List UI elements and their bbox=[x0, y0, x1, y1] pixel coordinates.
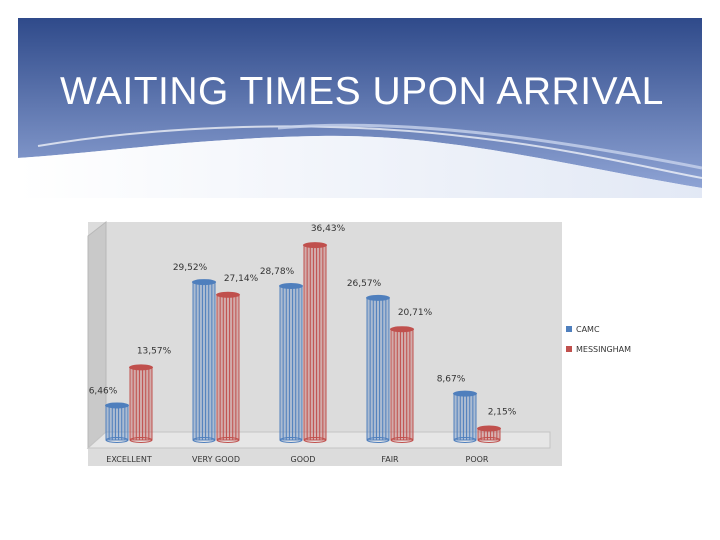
legend-label: MESSINGHAM bbox=[576, 345, 631, 354]
side-wall bbox=[87, 220, 107, 450]
slide-title: WAITING TIMES UPON ARRIVAL bbox=[60, 70, 664, 113]
bar-messingham-poor bbox=[477, 425, 501, 443]
banner-graphic bbox=[18, 18, 702, 198]
data-label: 27,14% bbox=[224, 274, 259, 284]
bar-camc-poor bbox=[453, 390, 477, 443]
bar-messingham-good bbox=[303, 242, 327, 443]
bar-chart: 6,46% 13,57% EXCELLENT 29,52% 27,14% VERY GOO… bbox=[86, 220, 631, 466]
legend-swatch bbox=[566, 326, 572, 332]
data-label: 8,67% bbox=[437, 375, 466, 385]
legend-label: CAMC bbox=[576, 325, 600, 334]
chart-area: 6,46% 13,57% EXCELLENT 29,52% 27,14% VERY GOO… bbox=[80, 218, 672, 468]
title-banner: WAITING TIMES UPON ARRIVAL bbox=[18, 18, 702, 198]
bar-camc-fair bbox=[366, 294, 390, 443]
x-tick-label: VERY GOOD bbox=[192, 455, 240, 464]
bar-messingham-fair bbox=[390, 326, 414, 443]
data-label: 20,71% bbox=[398, 308, 433, 318]
x-tick-label: GOOD bbox=[291, 455, 316, 464]
plot-background bbox=[88, 222, 562, 466]
x-tick-label: FAIR bbox=[381, 455, 399, 464]
bar-messingham-very-good bbox=[216, 291, 240, 443]
data-label: 28,78% bbox=[260, 267, 295, 277]
bar-camc-excellent bbox=[105, 402, 129, 443]
data-label: 6,46% bbox=[89, 386, 118, 396]
bar-camc-very-good bbox=[192, 279, 216, 443]
data-label: 13,57% bbox=[137, 346, 172, 356]
data-label: 36,43% bbox=[311, 224, 346, 234]
bar-camc-good bbox=[279, 283, 303, 443]
data-label: 2,15% bbox=[488, 407, 517, 417]
data-label: 29,52% bbox=[173, 263, 208, 273]
x-tick-label: EXCELLENT bbox=[106, 455, 152, 464]
bar-messingham-excellent bbox=[129, 364, 153, 443]
legend-swatch bbox=[566, 346, 572, 352]
data-label: 26,57% bbox=[347, 279, 382, 289]
x-tick-label: POOR bbox=[466, 455, 489, 464]
